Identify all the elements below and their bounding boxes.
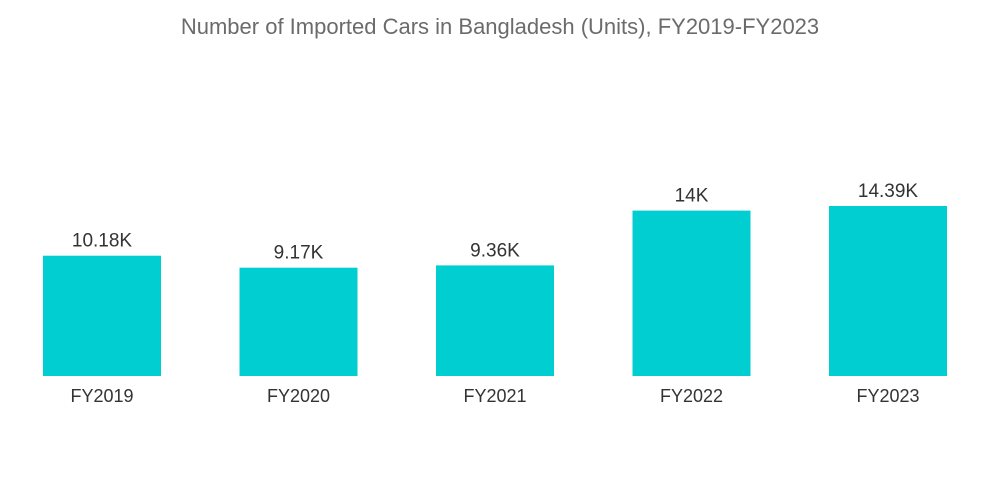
chart-title: Number of Imported Cars in Bangladesh (U… bbox=[180, 14, 820, 39]
bar-fy2023 bbox=[829, 206, 947, 376]
x-tick-label-fy2021: FY2021 bbox=[463, 386, 526, 406]
value-label-fy2022: 14K bbox=[675, 186, 709, 207]
x-tick-label-fy2022: FY2022 bbox=[660, 386, 723, 406]
value-label-fy2021: 9.36K bbox=[470, 240, 520, 261]
value-label-fy2020: 9.17K bbox=[274, 243, 324, 264]
bar-fy2019 bbox=[43, 255, 161, 376]
x-tick-label-fy2020: FY2020 bbox=[267, 386, 330, 406]
bars-group bbox=[43, 206, 947, 376]
x-tick-label-fy2019: FY2019 bbox=[70, 386, 133, 406]
x-tick-labels-group: FY2019 FY2020 FY2021 FY2022 FY2023 bbox=[70, 386, 919, 406]
bar-fy2020 bbox=[239, 267, 358, 376]
bar-fy2021 bbox=[436, 265, 554, 376]
value-label-fy2019: 10.18K bbox=[72, 231, 133, 252]
bar-fy2022 bbox=[632, 210, 751, 376]
value-labels-group: 10.18K 9.17K 9.36K 14K 14.39K bbox=[72, 181, 919, 264]
value-label-fy2023: 14.39K bbox=[858, 181, 919, 202]
x-tick-label-fy2023: FY2023 bbox=[856, 386, 919, 406]
